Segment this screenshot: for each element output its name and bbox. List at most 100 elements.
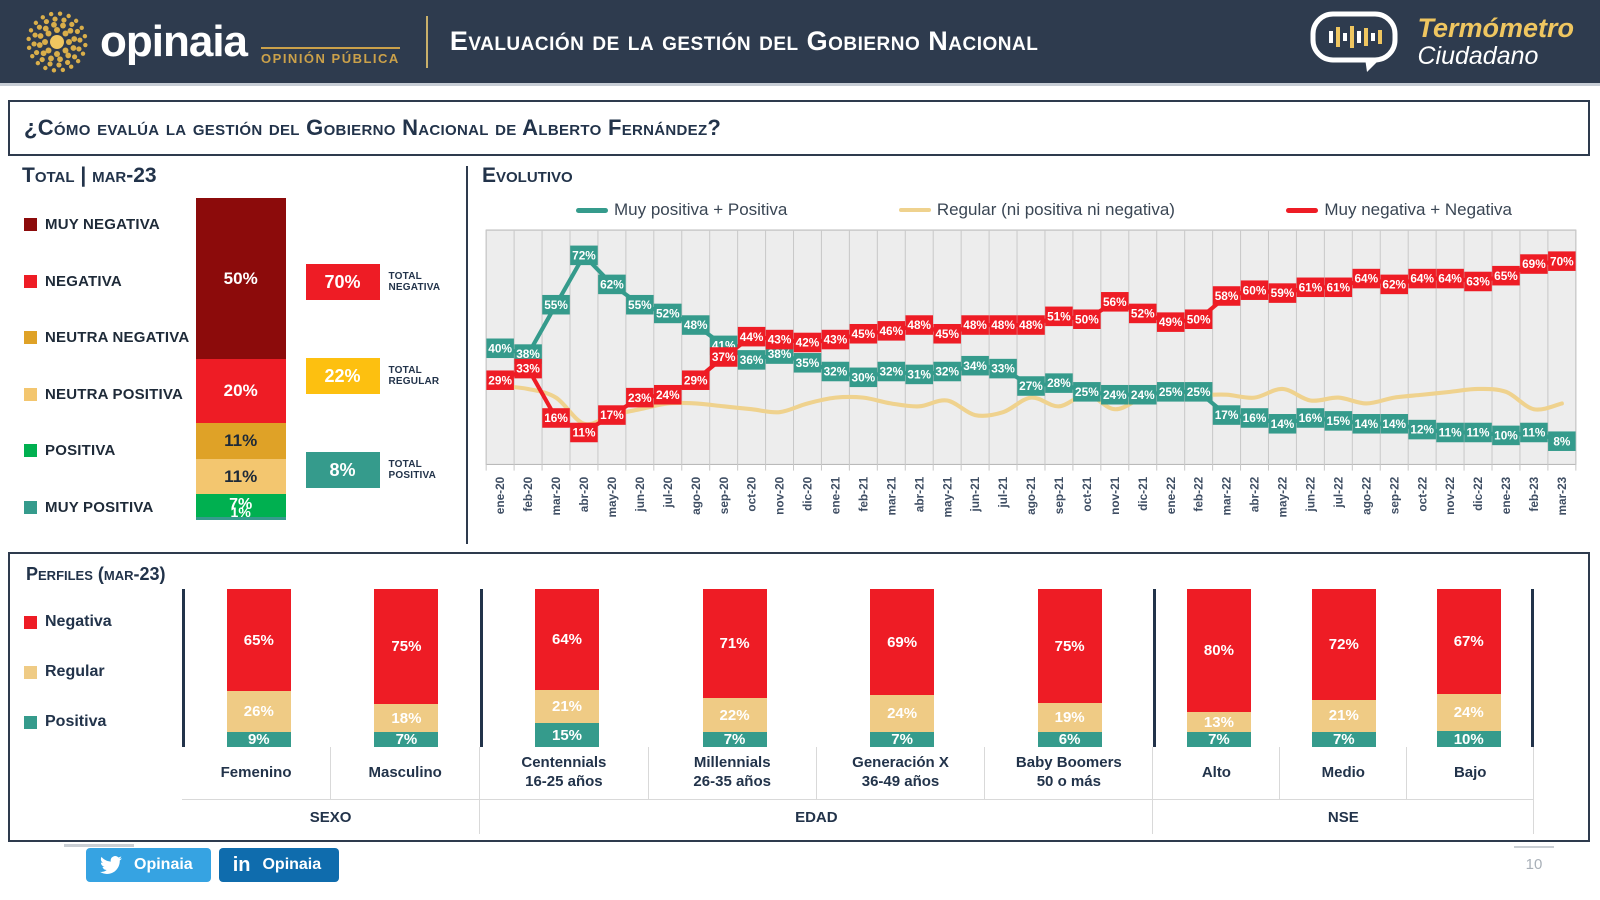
bar-segment: 10% <box>1436 730 1501 748</box>
sound-bars <box>1329 25 1383 48</box>
product-name-line1: Termómetro <box>1417 13 1574 44</box>
svg-text:52%: 52% <box>1131 307 1155 321</box>
x-axis-labels: ene-20 feb-20 mar-20 abr-20 may-20 jun-20 jul-… <box>493 476 1569 517</box>
svg-text:31%: 31% <box>907 368 931 382</box>
positive-labels: 40% 38%55%72%62%55%52%48%41%36% 38%35%32% 3… <box>486 245 1576 451</box>
bar-segment: 18% <box>374 704 439 732</box>
perfiles-groups: 65% 26% 9% 75% 18% 7% Femenino Masculino SEXO 64%… <box>182 589 1582 834</box>
bar-segment: 75% <box>374 589 439 705</box>
footer-dash <box>64 844 134 847</box>
svg-text:32%: 32% <box>879 365 903 379</box>
svg-text:48%: 48% <box>684 318 708 332</box>
segment-label: 11% <box>224 431 258 451</box>
summary-row: 70% TOTAL NEGATIVA <box>305 264 455 300</box>
profile-bar: 75% 18% 7% <box>374 589 439 747</box>
segment-label: 7% <box>723 731 746 748</box>
legend-swatch <box>576 207 608 213</box>
svg-text:27%: 27% <box>1019 379 1043 393</box>
profile-bar: 67% 24% 10% <box>1436 589 1501 748</box>
opinaia-logo-icon <box>26 10 88 73</box>
legend-label: MUY POSITIVA <box>45 498 154 516</box>
bar-segment: 7% <box>374 732 439 747</box>
legend-label: Muy negativa + Negativa <box>1324 200 1512 219</box>
profile-bar: 69% 24% 7% <box>870 589 935 748</box>
svg-text:46%: 46% <box>879 324 903 338</box>
svg-text:feb-21: feb-21 <box>856 476 870 511</box>
svg-text:may-21: may-21 <box>940 476 954 517</box>
legend-label: NEUTRA POSITIVA <box>45 385 184 403</box>
svg-text:43%: 43% <box>768 333 792 347</box>
evolutivo-svg: 40% 38%55%72%62%55%52%48%41%36% 38%35%32% 3… <box>485 229 1577 517</box>
segment-label: 6% <box>1058 731 1081 748</box>
svg-text:24%: 24% <box>1131 388 1155 402</box>
segment-label: 11% <box>224 466 258 486</box>
brand-wordmark: opinaia <box>100 16 248 66</box>
bar-segment: 24% <box>870 695 935 732</box>
segment-label: 7% <box>1332 731 1355 748</box>
legend-label: Positiva <box>45 713 107 730</box>
profile-bar: 65% 26% 9% <box>226 589 291 747</box>
svg-text:33%: 33% <box>991 362 1015 376</box>
bar-segment: 26% <box>226 691 291 732</box>
legend-swatch <box>24 500 37 514</box>
segment-label: 50% <box>223 268 258 288</box>
summary-box: 70% <box>305 264 380 300</box>
bar-segment: 7% <box>870 731 935 748</box>
svg-text:11%: 11% <box>1467 426 1490 440</box>
total-content: MUY NEGATIVA NEGATIVA NEUTRA NEGATIVA NEUTR… <box>8 198 466 520</box>
evolutivo-legend-item: Regular (ni positiva ni negativa) <box>898 200 1175 220</box>
profile-bar: 71% 22% 7% <box>702 589 767 748</box>
svg-text:70%: 70% <box>1550 254 1574 268</box>
bar-segment: 75% <box>1037 589 1102 704</box>
category-label: Alto <box>1153 747 1281 799</box>
svg-text:61%: 61% <box>1327 280 1351 294</box>
legend-item: POSITIVA <box>24 442 196 459</box>
twitter-button[interactable]: Opinaia <box>86 848 211 882</box>
legend-label: POSITIVA <box>45 442 116 460</box>
svg-text:51%: 51% <box>1047 309 1071 323</box>
svg-text:38%: 38% <box>768 347 792 361</box>
page-number-dash <box>1514 846 1554 848</box>
segment-label: 7% <box>891 731 913 748</box>
svg-text:40%: 40% <box>488 341 512 355</box>
legend-label: Regular <box>45 663 105 680</box>
category-label-line: 50 o más <box>1036 773 1101 790</box>
svg-text:48%: 48% <box>907 318 931 332</box>
svg-text:11%: 11% <box>1522 426 1545 440</box>
svg-text:62%: 62% <box>1382 277 1406 291</box>
svg-text:sep-20: sep-20 <box>717 476 731 514</box>
profile-bar: 75% 19% 6% <box>1037 589 1102 748</box>
summary-label: TOTAL REGULAR <box>388 364 440 388</box>
svg-text:ene-23: ene-23 <box>1499 476 1513 514</box>
gridlines <box>485 230 1577 471</box>
profile-group: 65% 26% 9% 75% 18% 7% Femenino Masculino SEXO <box>182 589 481 834</box>
evolutivo-legend-item: Muy positiva + Positiva <box>576 200 787 220</box>
segment-label: 21% <box>1328 707 1359 725</box>
svg-text:oct-21: oct-21 <box>1080 476 1094 511</box>
group-bars: 80% 13% 7% 72% 21% 7% 67% 24% 10% <box>1153 589 1535 748</box>
evolutivo-legend-item: Muy negativa + Negativa <box>1286 200 1512 220</box>
profile-bar: 64% 21% 15% <box>535 589 599 747</box>
twitter-icon <box>100 856 122 874</box>
profile-group: 80% 13% 7% 72% 21% 7% 67% 24% 10% Alto Medio Bajo NS… <box>1153 589 1535 834</box>
app-header: opinaia OPINIÓN PÚBLICA Evaluación de la… <box>0 0 1600 86</box>
header-divider <box>425 15 428 68</box>
category-label: Baby Boomers 50 o más <box>985 747 1154 799</box>
summary-value: 22% <box>324 365 361 386</box>
svg-text:mar-23: mar-23 <box>1555 476 1569 515</box>
total-summary: 70% TOTAL NEGATIVA 22% TOTAL REGULAR 8% TOTAL… <box>305 198 466 520</box>
svg-text:12%: 12% <box>1410 423 1434 437</box>
svg-text:55%: 55% <box>628 298 652 312</box>
segment-label: 10% <box>1453 730 1484 748</box>
bar-segment: 7% <box>195 494 286 517</box>
perfiles-legend-item: Negativa <box>24 613 182 631</box>
svg-text:50%: 50% <box>1187 312 1211 326</box>
bar-segment: 7% <box>702 731 767 748</box>
legend-label: MUY NEGATIVA <box>45 216 160 233</box>
svg-text:17%: 17% <box>600 408 624 422</box>
category-label-line: Femenino <box>220 763 292 781</box>
segment-label: 64% <box>551 631 583 649</box>
linkedin-button[interactable]: in Opinaia <box>218 848 340 882</box>
opinaia-brand: opinaia OPINIÓN PÚBLICA <box>26 10 400 73</box>
svg-text:sep-22: sep-22 <box>1387 476 1401 514</box>
